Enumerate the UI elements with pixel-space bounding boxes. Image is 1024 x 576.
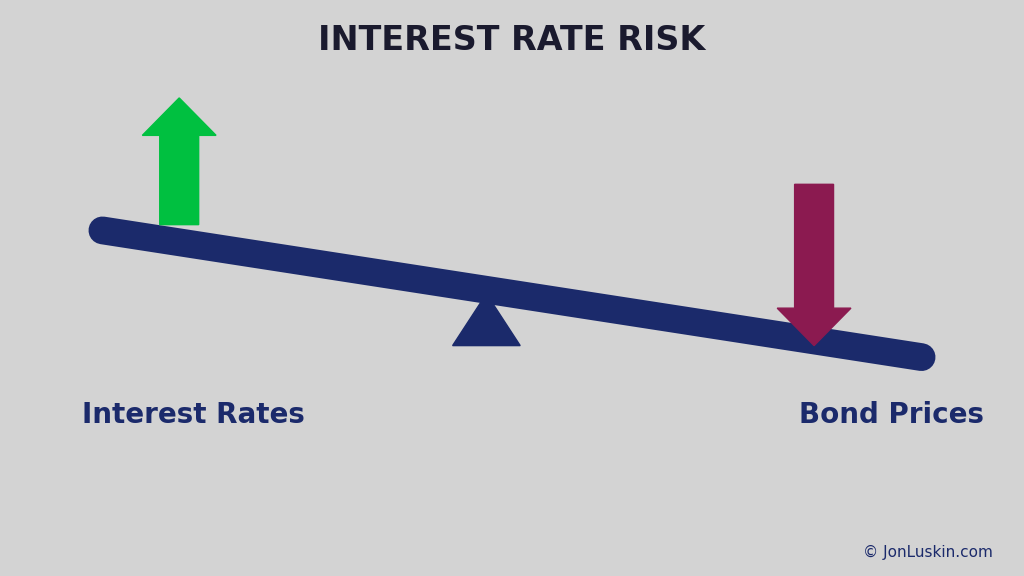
FancyArrow shape <box>777 184 851 346</box>
Polygon shape <box>453 294 520 346</box>
FancyArrow shape <box>142 98 216 225</box>
Text: © JonLuskin.com: © JonLuskin.com <box>863 545 993 560</box>
Text: Bond Prices: Bond Prices <box>799 401 984 429</box>
Text: INTEREST RATE RISK: INTEREST RATE RISK <box>318 24 706 57</box>
Text: Interest Rates: Interest Rates <box>82 401 305 429</box>
